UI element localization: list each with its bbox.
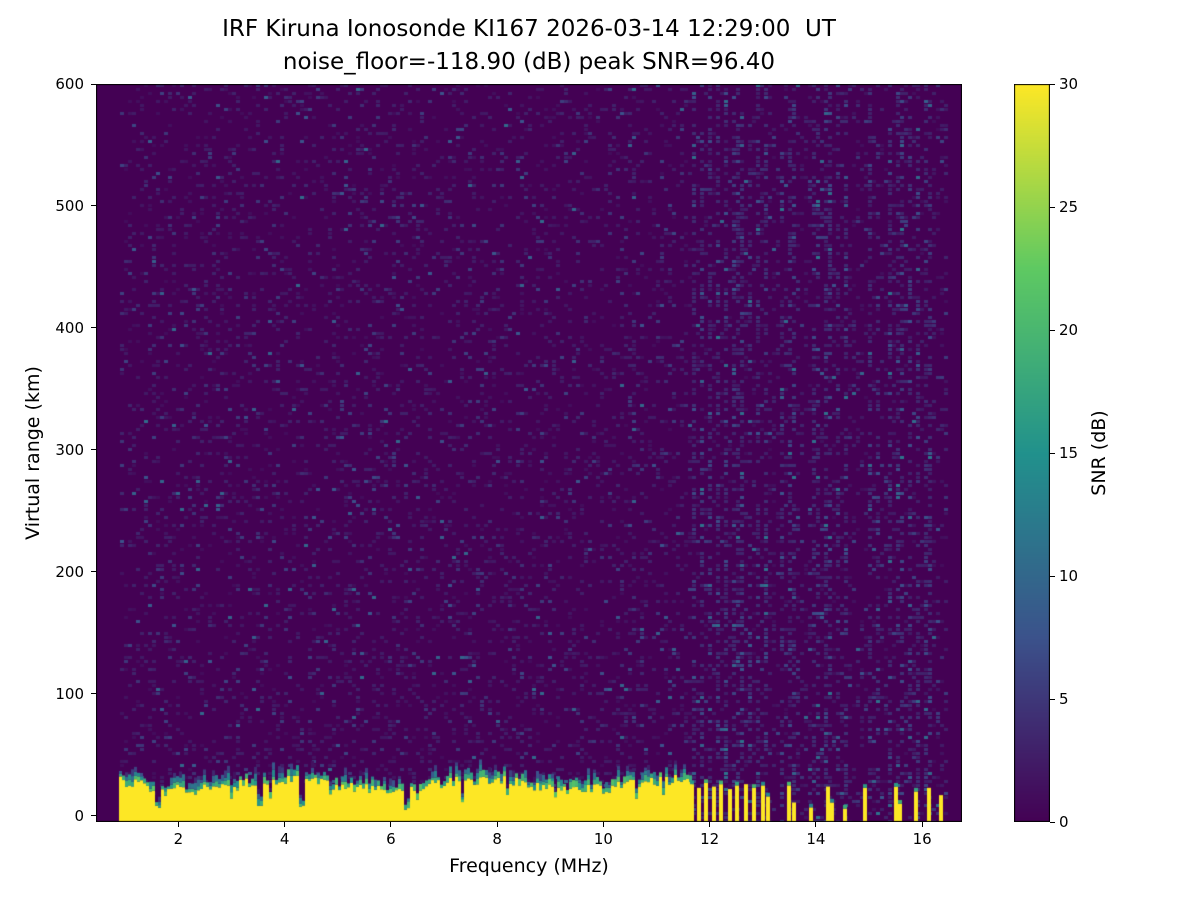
y-tick-label: 200	[55, 562, 84, 581]
colorbar-tick-mark	[1050, 206, 1055, 208]
y-tick-label: 500	[55, 196, 84, 215]
y-tick-label: 600	[55, 75, 84, 93]
x-tick-mark	[177, 822, 179, 827]
y-tick-mark	[91, 693, 96, 695]
colorbar-tick-mark	[1050, 329, 1055, 331]
colorbar-tick-label: 10	[1059, 567, 1079, 585]
x-tick-mark	[496, 822, 498, 827]
x-tick-label: 8	[492, 830, 502, 848]
colorbar-tick-mark	[1050, 698, 1055, 700]
x-tick-label: 14	[806, 830, 826, 848]
y-tick-label: 400	[55, 318, 84, 337]
y-tick-label: 300	[55, 440, 84, 459]
colorbar-tick-label: 15	[1059, 444, 1079, 462]
x-tick-label: 4	[279, 830, 290, 848]
colorbar-tick-label: 5	[1059, 690, 1069, 708]
colorbar-tick-label: 20	[1059, 321, 1079, 339]
y-tick-mark	[91, 571, 96, 573]
x-tick-mark	[284, 822, 286, 827]
ionogram-heatmap	[96, 84, 962, 822]
chart-title-line2: noise_floor=-118.90 (dB) peak SNR=96.40	[282, 49, 776, 75]
x-tick-mark	[602, 822, 604, 827]
x-tick-mark	[709, 822, 711, 827]
x-tick-mark	[390, 822, 392, 827]
x-tick-label: 2	[173, 830, 184, 848]
chart-title-line1: IRF Kiruna Ionosonde KI167 2026-03-14 12…	[222, 16, 836, 42]
colorbar-tick-mark	[1050, 83, 1055, 85]
colorbar-tick-mark	[1050, 575, 1055, 577]
colorbar-tick-mark	[1050, 821, 1055, 823]
colorbar-gradient	[1014, 84, 1050, 822]
colorbar-tick-label: 30	[1059, 75, 1079, 93]
colorbar-tick-label: 25	[1059, 198, 1079, 216]
x-tick-label: 6	[386, 830, 396, 848]
y-tick-mark	[91, 327, 96, 329]
x-tick-mark	[815, 822, 817, 827]
x-tick-label: 16	[912, 830, 932, 848]
x-tick-label: 12	[700, 830, 720, 848]
x-tick-mark	[921, 822, 923, 827]
y-tick-mark	[91, 815, 96, 817]
x-axis-label: Frequency (MHz)	[449, 855, 609, 877]
x-tick-label: 10	[593, 830, 613, 848]
y-tick-label: 0	[74, 806, 84, 825]
colorbar-tick-label: 0	[1059, 813, 1069, 831]
y-tick-mark	[91, 449, 96, 451]
y-tick-mark	[91, 83, 96, 85]
colorbar-tick-mark	[1050, 452, 1055, 454]
y-tick-label: 100	[55, 684, 84, 703]
y-tick-mark	[91, 205, 96, 207]
